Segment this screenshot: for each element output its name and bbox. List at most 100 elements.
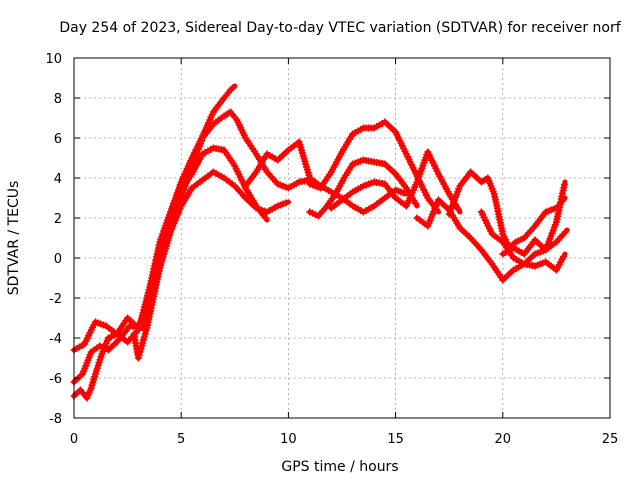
data-point [222, 148, 227, 152]
data-point [382, 182, 387, 186]
data-point [479, 248, 484, 252]
axis-ticks: 0 5 10 15 20 25 -8 -6 -4 -2 0 2 4 6 8 10 [45, 52, 618, 447]
data-point [350, 190, 355, 194]
data-point [136, 328, 141, 332]
series-arc-9 [413, 196, 568, 284]
data-point [340, 150, 344, 154]
x-axis-label: GPS time / hours [281, 459, 398, 475]
data-point [490, 262, 495, 266]
data-point [222, 176, 227, 180]
data-point [350, 204, 355, 208]
data-point [265, 170, 269, 174]
x-tick-label: 15 [387, 432, 404, 447]
data-point [404, 204, 409, 208]
data-point [511, 268, 516, 272]
series-arc-3 [70, 83, 238, 402]
series-arc-5 [242, 138, 409, 216]
data-point [340, 198, 344, 202]
data-point [457, 184, 462, 188]
data-point [533, 264, 537, 268]
data-point [265, 152, 269, 156]
data-point [200, 178, 205, 182]
data-point [361, 210, 366, 214]
data-point [563, 180, 567, 184]
y-tick-label: 2 [54, 212, 62, 227]
x-tick-label: 5 [177, 432, 185, 447]
data-point [78, 388, 83, 392]
data-point [170, 212, 175, 216]
data-point [307, 176, 312, 180]
y-tick-label: 8 [54, 92, 62, 107]
data-point [234, 118, 239, 122]
data-point [350, 132, 355, 136]
data-point [361, 126, 366, 130]
data-point [533, 224, 537, 228]
data-point [425, 196, 430, 200]
data-point [243, 196, 248, 200]
data-point [162, 246, 166, 250]
data-point [415, 180, 419, 184]
data-point [200, 136, 205, 140]
data-point [106, 336, 111, 340]
data-point [89, 328, 94, 332]
data-point [211, 110, 216, 114]
x-tick-label: 10 [280, 432, 297, 447]
data-point [265, 210, 269, 214]
data-point [425, 150, 430, 154]
plot-frame [73, 57, 611, 419]
data-point [468, 170, 473, 174]
data-point [436, 172, 441, 176]
data-point [479, 210, 484, 214]
data-point [329, 190, 334, 194]
data-point [325, 204, 329, 208]
data-point [286, 148, 291, 152]
data-point [179, 180, 184, 184]
data-point [447, 192, 452, 196]
y-tick-label: -2 [49, 292, 62, 307]
data-point [372, 126, 377, 130]
data-point [513, 240, 518, 244]
y-tick-label: 0 [54, 252, 62, 267]
data-point [232, 164, 237, 168]
data-point [114, 332, 119, 336]
data-point [436, 198, 441, 202]
data-point [157, 240, 162, 244]
data-point [511, 246, 516, 250]
y-tick-label: 6 [54, 132, 62, 147]
x-tick-label: 25 [602, 432, 619, 447]
data-point [554, 268, 559, 272]
data-point [307, 210, 312, 214]
y-tick-label: 4 [54, 172, 62, 187]
data-point [393, 196, 398, 200]
data-point [404, 152, 409, 156]
data-point [329, 206, 334, 210]
data-point [318, 186, 323, 190]
data-point [382, 120, 387, 124]
data-point [316, 214, 321, 218]
data-point [89, 386, 94, 390]
data-point [457, 226, 462, 230]
data-point [97, 344, 102, 348]
data-point [511, 256, 516, 260]
data-point [179, 196, 184, 200]
data-point [232, 84, 237, 88]
data-point [333, 192, 338, 196]
data-point [563, 252, 567, 256]
series-arc-12 [499, 227, 570, 258]
data-point [382, 196, 387, 200]
data-point [479, 180, 484, 184]
data-point [297, 140, 302, 144]
data-point [533, 238, 537, 242]
data-point [265, 218, 269, 222]
series-arc-8 [327, 148, 463, 215]
data-point [144, 326, 149, 330]
data-point [372, 160, 377, 164]
data-point [404, 186, 409, 190]
data-point [275, 182, 280, 186]
y-axis-label: SDTVAR / TECUs [6, 181, 22, 296]
data-point [372, 204, 377, 208]
data-point [307, 182, 312, 186]
data-point [492, 192, 497, 196]
data-point [232, 184, 237, 188]
